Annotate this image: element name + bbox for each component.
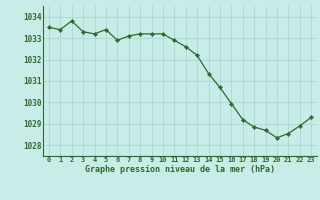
X-axis label: Graphe pression niveau de la mer (hPa): Graphe pression niveau de la mer (hPa) — [85, 165, 275, 174]
